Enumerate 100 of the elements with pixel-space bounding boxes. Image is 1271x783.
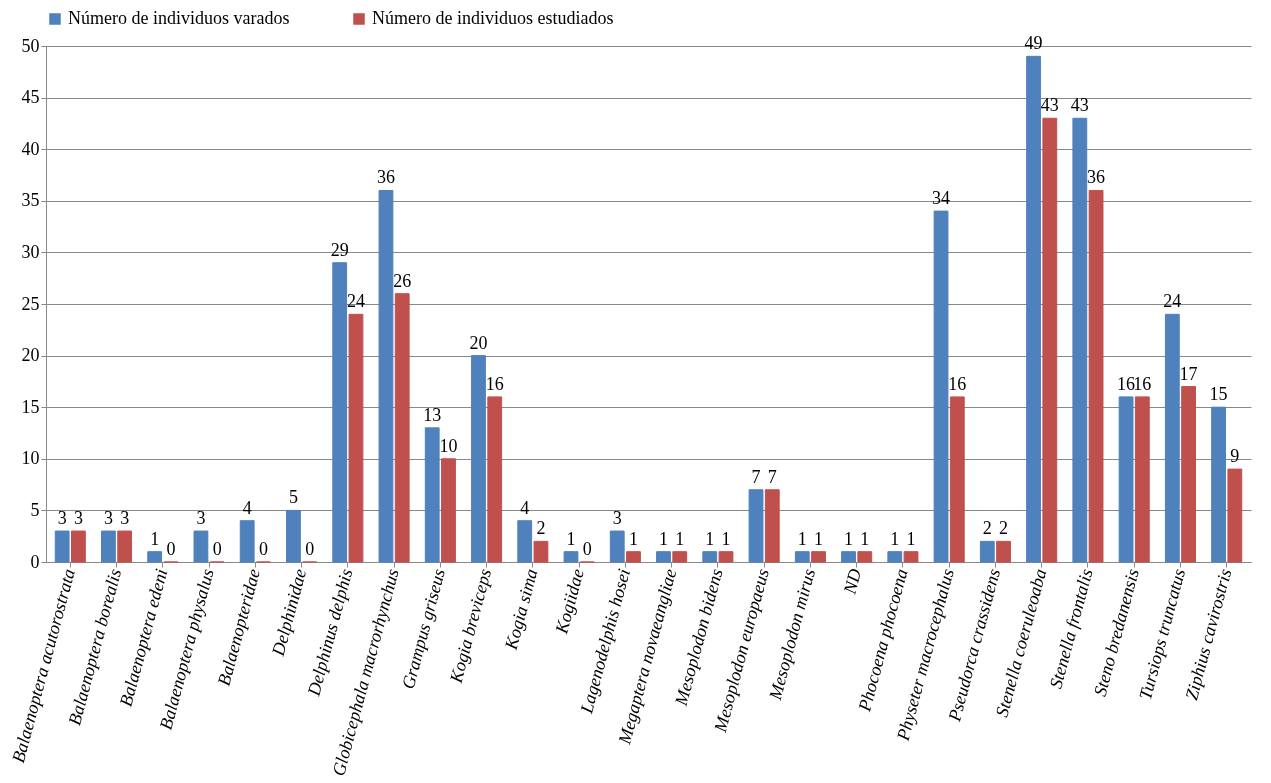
- bar: [1026, 55, 1041, 563]
- data-label: 13: [423, 404, 442, 425]
- data-label: 1: [890, 528, 900, 549]
- data-label: 0: [166, 539, 176, 559]
- bar: [748, 489, 764, 563]
- legend-label: Número de individuos varados: [68, 8, 290, 28]
- data-label: 1: [566, 528, 576, 549]
- data-label: 1: [844, 528, 854, 549]
- data-label: 5: [288, 487, 298, 508]
- data-label: 2: [999, 518, 1009, 539]
- bar: [1072, 117, 1088, 563]
- bar: [286, 509, 301, 563]
- data-label: 1: [721, 528, 731, 549]
- bar: [471, 355, 486, 563]
- data-label: 29: [330, 239, 349, 260]
- data-label: 49: [1024, 33, 1043, 54]
- y-tick-label: 15: [21, 396, 40, 417]
- bar: [857, 551, 873, 563]
- bar: [794, 551, 810, 563]
- data-label: 24: [346, 291, 365, 312]
- data-label: 16: [1117, 373, 1136, 394]
- bar: [656, 551, 671, 563]
- y-tick-label: 30: [21, 241, 40, 262]
- data-label: 36: [1087, 167, 1106, 188]
- y-tick-label: 5: [30, 499, 40, 520]
- data-label: 16: [485, 373, 504, 394]
- bar: [626, 551, 641, 563]
- bar: [533, 540, 549, 563]
- bar: [949, 396, 965, 563]
- data-label: 1: [705, 528, 715, 549]
- x-tick-label: Kogia sima: [500, 566, 542, 653]
- bar: [841, 551, 856, 563]
- data-label: 20: [469, 332, 488, 353]
- bar: [441, 458, 456, 563]
- data-label: 3: [73, 508, 83, 529]
- bar: [71, 530, 86, 563]
- bar: [1088, 189, 1104, 563]
- data-label: 17: [1179, 363, 1198, 384]
- y-tick-label: 20: [21, 345, 40, 366]
- bar: [1227, 468, 1243, 563]
- data-label: 7: [767, 466, 777, 487]
- bar: [54, 530, 70, 563]
- bar: [933, 210, 949, 563]
- bar: [811, 551, 826, 563]
- bar: [1181, 386, 1196, 563]
- data-label: 34: [932, 188, 951, 209]
- data-label: 0: [212, 539, 222, 559]
- data-label: 1: [814, 528, 824, 549]
- bar: [718, 551, 734, 563]
- bar: [348, 313, 364, 563]
- data-label: 7: [751, 466, 761, 487]
- data-label: 2: [982, 518, 992, 539]
- bar: [903, 551, 919, 563]
- data-label: 43: [1070, 95, 1089, 116]
- data-label: 3: [103, 508, 113, 529]
- legend-label: Número de individuos estudiados: [372, 8, 614, 28]
- bar: [996, 540, 1011, 563]
- data-label: 1: [797, 528, 807, 549]
- x-tick-label: ND: [839, 566, 866, 597]
- data-label: 36: [376, 167, 395, 188]
- bar: [702, 551, 718, 563]
- bar: [887, 551, 903, 563]
- bar: [517, 520, 533, 563]
- bar: [672, 551, 688, 563]
- data-label: 1: [675, 528, 685, 549]
- data-label: 3: [612, 508, 622, 529]
- data-label: 26: [393, 270, 412, 291]
- bar: [979, 540, 995, 563]
- bar: [147, 551, 163, 563]
- y-tick-label: 35: [21, 190, 40, 211]
- bar: [332, 262, 348, 563]
- data-label: 4: [520, 497, 530, 518]
- bar: [394, 293, 410, 563]
- bar: [609, 530, 625, 563]
- bar: [117, 530, 133, 563]
- bar: [764, 489, 780, 563]
- data-label: 9: [1230, 446, 1240, 467]
- bar: [193, 530, 209, 563]
- y-tick-label: 25: [21, 293, 40, 314]
- data-label: 10: [439, 435, 458, 456]
- bar: [424, 427, 440, 563]
- bar: [1118, 396, 1134, 563]
- data-label: 0: [258, 539, 268, 559]
- y-tick-label: 10: [21, 448, 40, 469]
- bar: [101, 530, 116, 563]
- data-label: 24: [1163, 291, 1182, 312]
- bar: [487, 396, 503, 563]
- y-tick-label: 45: [21, 87, 40, 108]
- y-tick-label: 50: [21, 35, 40, 56]
- data-label: 0: [582, 539, 592, 559]
- data-label: 3: [120, 508, 130, 529]
- bar: [1134, 396, 1150, 563]
- bar: [239, 520, 255, 563]
- data-label: 15: [1209, 384, 1228, 405]
- data-label: 3: [196, 508, 206, 529]
- data-label: 1: [906, 528, 916, 549]
- data-label: 1: [659, 528, 668, 549]
- data-label: 1: [150, 528, 160, 549]
- data-label: 0: [305, 539, 315, 559]
- y-tick-label: 0: [30, 551, 40, 572]
